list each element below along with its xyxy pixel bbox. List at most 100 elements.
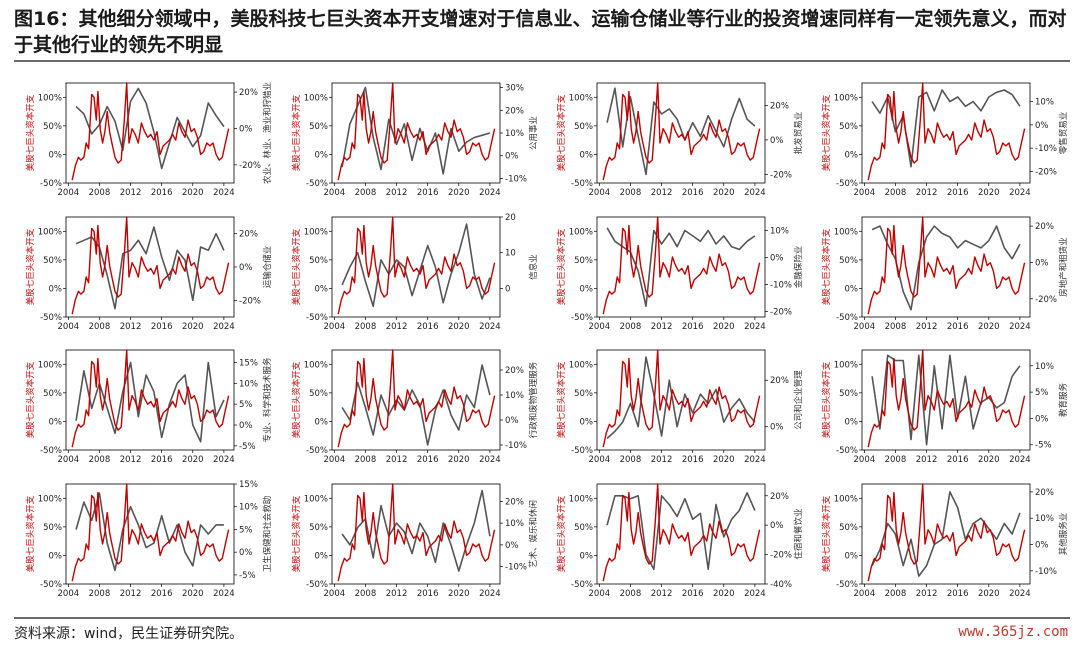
x-tick-label: 2004 [58,188,80,198]
right-tick-label: 5% [239,525,253,535]
right-tick-label: -5% [1035,441,1052,451]
left-tick-label: 50% [839,389,858,399]
x-tick-label: 2008 [89,455,111,465]
x-tick-label: 2020 [978,322,1000,332]
x-tick-label: 2020 [713,589,735,599]
left-tick-label: 100% [38,93,62,103]
x-tick-label: 2004 [854,455,876,465]
left-tick-label: -50% [836,313,858,323]
x-tick-label: 2004 [589,188,611,198]
left-axis-label: 美股七巨头资本开支 [821,361,832,438]
x-tick-label: 2008 [89,589,111,599]
x-tick-label: 2008 [885,322,907,332]
right-tick-label: 15% [239,480,258,490]
left-tick-label: 100% [38,227,62,237]
capex-series-line [337,82,496,181]
right-tick-label: 10% [1035,514,1054,524]
x-tick-label: 2024 [213,188,235,198]
right-tick-label: 20% [770,101,789,111]
left-axis-label: 美股七巨头资本开支 [556,228,567,305]
left-tick-label: 50% [43,389,62,399]
right-tick-label: -10% [770,281,792,291]
industry-series-line [341,364,491,446]
right-axis-label: 批发贸易业 [793,112,804,155]
right-tick-label: 0% [239,124,253,134]
panel-frame [861,349,1031,451]
right-tick-label: 0 [505,284,510,294]
industry-series-line [75,87,225,170]
x-tick-label: 2024 [1009,455,1031,465]
right-tick-label: -40% [770,580,792,590]
x-tick-label: 2024 [213,589,235,599]
left-tick-label: -50% [571,446,593,456]
capex-series-line [867,483,1026,582]
x-tick-label: 2024 [1009,188,1031,198]
left-tick-label: 50% [574,389,593,399]
x-tick-label: 2012 [916,188,938,198]
left-axis-label: 美股七巨头资本开支 [556,495,567,572]
right-tick-label: 0% [1035,258,1049,268]
capex-series-line [71,483,230,582]
x-tick-label: 2016 [682,188,704,198]
left-tick-label: 100% [38,494,62,504]
capex-series-line [337,483,496,582]
x-tick-label: 2008 [885,589,907,599]
right-tick-label: 20 [505,213,516,223]
x-tick-label: 2016 [151,188,173,198]
left-tick-label: 50% [43,256,62,266]
right-tick-label: -10% [1035,144,1057,154]
industry-series-line [606,227,756,308]
x-tick-label: 2004 [589,455,611,465]
page-title: 图16：其他细分领域中，美股科技七巨头资本开支增速对于信息业、运输仓储业等行业的… [14,8,1067,56]
panel-frame [596,216,766,318]
x-tick-label: 2016 [947,322,969,332]
left-axis-label: 美股七巨头资本开支 [821,94,832,171]
x-tick-label: 2008 [620,455,642,465]
x-tick-label: 2016 [417,589,439,599]
x-tick-label: 2012 [916,455,938,465]
x-tick-label: 2008 [89,188,111,198]
panel-frame [596,483,766,585]
right-tick-label: -10% [1035,567,1057,577]
right-tick-label: -20% [1035,167,1057,177]
right-tick-label: 0% [1035,541,1049,551]
panel-frame [331,216,501,318]
left-tick-label: 0% [315,150,329,160]
x-tick-label: 2016 [682,322,704,332]
industry-series-line [871,354,1021,446]
panel-frame [596,82,766,184]
industry-series-line [75,361,225,443]
left-tick-label: -50% [40,313,62,323]
left-tick-label: -50% [306,179,328,189]
left-tick-label: 0% [845,150,859,160]
right-tick-label: 20% [1035,488,1054,498]
industry-series-line [75,226,225,310]
x-tick-label: 2016 [947,455,969,465]
x-tick-label: 2008 [355,455,377,465]
left-tick-label: 0% [49,150,63,160]
x-tick-label: 2020 [182,188,204,198]
x-tick-label: 2016 [947,589,969,599]
left-tick-label: 100% [834,360,858,370]
left-tick-label: -50% [306,313,328,323]
x-tick-label: 2016 [417,188,439,198]
left-tick-label: 50% [574,256,593,266]
chart-grid: 2004 2008 2012 2016 2020 2024 -50% 0% 50% 100% -20… [25,82,1069,599]
x-tick-label: 2008 [89,322,111,332]
x-tick-label: 2020 [978,455,1000,465]
industry-series-line [341,86,491,175]
x-tick-label: 2020 [448,322,470,332]
left-axis-label: 美股七巨头资本开支 [821,495,832,572]
x-tick-label: 2012 [916,322,938,332]
right-tick-label: 0% [770,254,784,264]
left-tick-label: -50% [306,580,328,590]
left-tick-label: 50% [839,256,858,266]
left-axis-label: 美股七巨头资本开支 [291,495,302,572]
left-tick-label: 0% [580,150,594,160]
left-axis-label: 美股七巨头资本开支 [291,361,302,438]
left-tick-label: 100% [304,360,328,370]
right-tick-label: 10% [505,519,524,529]
x-tick-label: 2020 [182,322,204,332]
x-tick-label: 2024 [744,188,766,198]
right-tick-label: -20% [1035,295,1057,305]
